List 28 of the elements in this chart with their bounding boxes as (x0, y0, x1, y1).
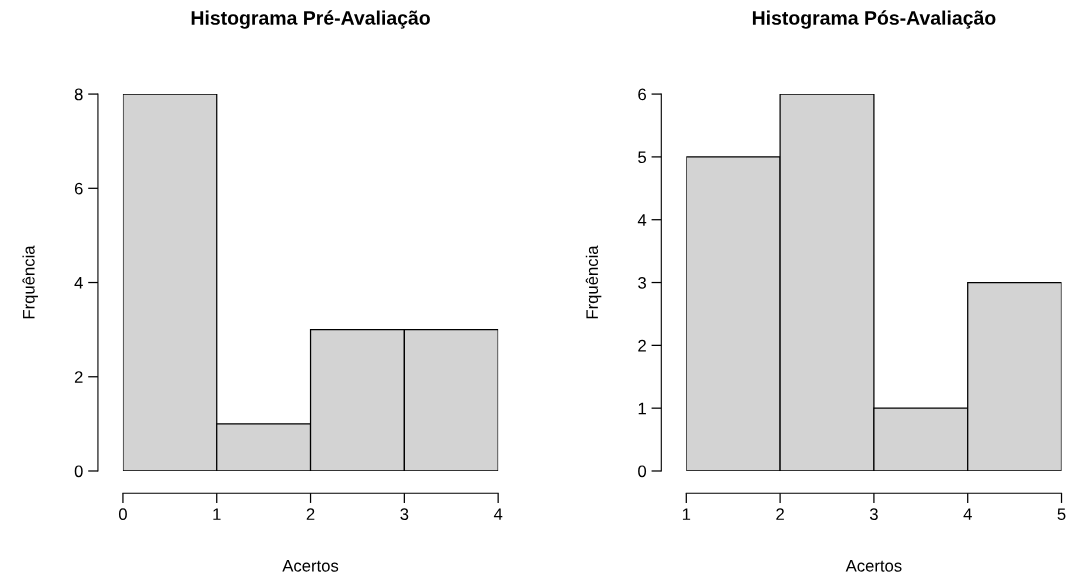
y-tick-label: 4 (74, 277, 83, 289)
x-tick-label: 3 (400, 508, 409, 521)
x-tick-label: 1 (682, 508, 691, 520)
x-tick-label: 0 (118, 508, 127, 521)
y-tick-label: 6 (638, 88, 646, 101)
x-axis-title: Acertos (282, 560, 339, 572)
chart-title: Histograma Pré-Avaliação (191, 10, 430, 29)
y-axis-title: Frquência (22, 245, 38, 319)
x-tick-label: 4 (493, 508, 503, 520)
y-tick-label: 0 (638, 465, 647, 478)
y-tick-label: 1 (638, 402, 646, 415)
y-tick-label: 0 (74, 465, 83, 478)
y-tick-label: 3 (638, 276, 646, 289)
x-tick-label: 1 (213, 508, 221, 520)
x-axis-title: Acertos (845, 560, 902, 572)
y-tick-label: 2 (74, 371, 83, 383)
y-tick-label: 4 (637, 214, 647, 226)
x-tick-label: 4 (963, 508, 972, 520)
x-tick-label: 2 (306, 508, 315, 520)
y-axis-title: Frquência (585, 245, 602, 319)
chart-title: Histograma Pós-Avaliação (752, 10, 996, 29)
x-tick-label: 2 (776, 508, 784, 520)
y-tick-label: 8 (74, 88, 83, 101)
x-tick-label: 3 (869, 508, 878, 521)
x-tick-label: 5 (1057, 508, 1066, 521)
y-tick-label: 5 (638, 151, 647, 164)
y-tick-label: 2 (638, 339, 646, 352)
y-tick-label: 6 (74, 182, 83, 195)
